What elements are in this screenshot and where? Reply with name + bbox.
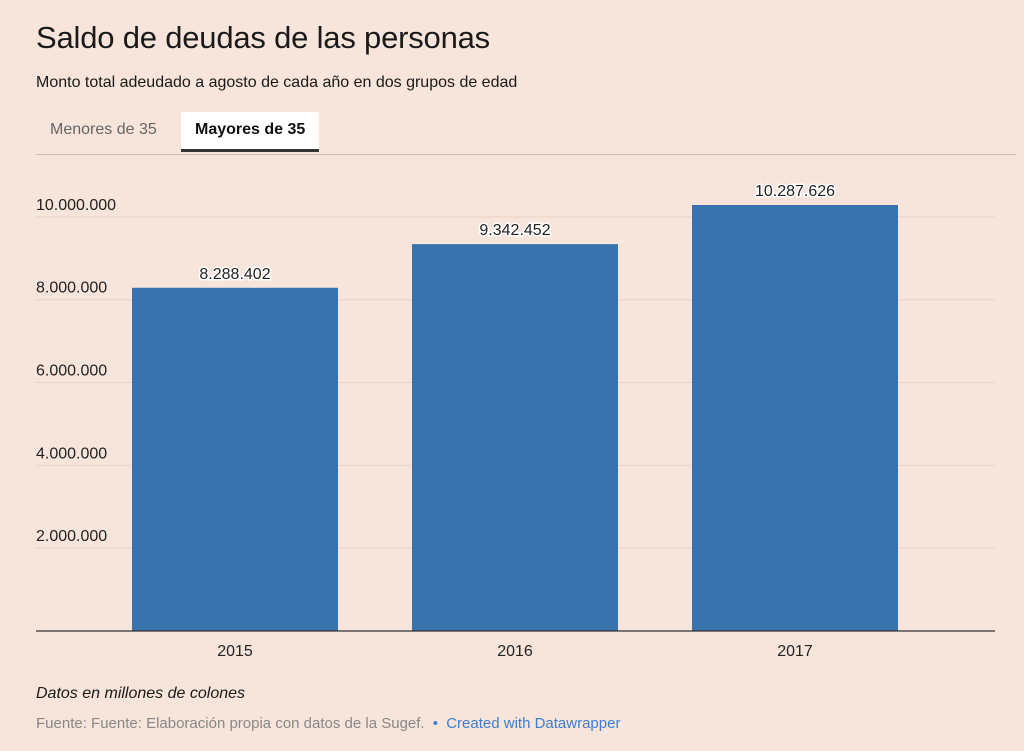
- datawrapper-link[interactable]: Created with Datawrapper: [446, 715, 621, 732]
- chart-subtitle: Monto total adeudado a agosto de cada añ…: [36, 74, 518, 91]
- y-tick-label: 4.000.000: [36, 445, 107, 462]
- x-tick-label-2016: 2016: [497, 643, 533, 660]
- bar-2015: [132, 287, 338, 631]
- x-axis: 2015 2016 2017: [36, 630, 995, 660]
- value-label-2017: 10.287.626: [755, 183, 835, 200]
- y-tick-label: 8.000.000: [36, 280, 107, 297]
- bars: 8.288.402 9.342.452 10.287.626: [132, 182, 898, 632]
- x-tick-label-2017: 2017: [777, 643, 813, 660]
- y-tick-label: 6.000.000: [36, 363, 107, 380]
- tab-bar: Menores de 35 Mayores de 35: [36, 112, 1016, 155]
- y-tick-label: 10.000.000: [36, 197, 116, 214]
- chart-title: Saldo de deudas de las personas: [36, 20, 490, 55]
- y-tick-label: 2.000.000: [36, 528, 107, 545]
- bar-2017: [692, 205, 898, 631]
- tab-mayores-35[interactable]: Mayores de 35: [181, 112, 320, 152]
- bar-2016: [412, 244, 618, 632]
- source-text: Fuente: Fuente: Elaboración propia con d…: [36, 715, 425, 732]
- y-axis: 2.000.000 4.000.000 6.000.000 8.000.000 10.0…: [36, 197, 116, 545]
- value-label-2016: 9.342.452: [479, 222, 550, 239]
- value-label-2015: 8.288.402: [199, 266, 270, 283]
- separator: •: [432, 715, 439, 732]
- data-note: Datos en millones de colones: [36, 685, 246, 702]
- source-line: Fuente: Fuente: Elaboración propia con d…: [36, 715, 620, 732]
- tab-menores-35[interactable]: Menores de 35: [50, 121, 157, 138]
- x-tick-label-2015: 2015: [217, 643, 253, 660]
